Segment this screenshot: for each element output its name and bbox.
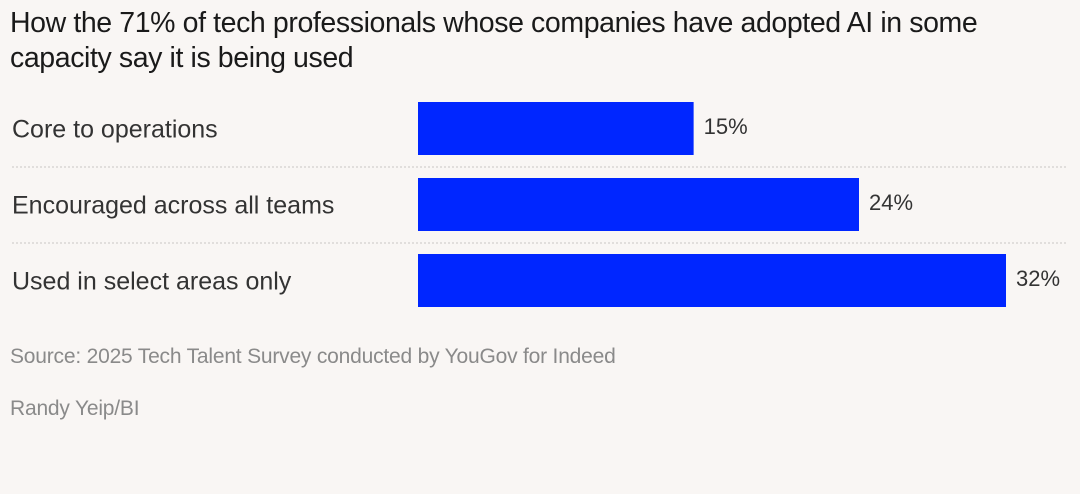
value-label: 15% <box>704 114 748 139</box>
category-label: Encouraged across all teams <box>12 192 334 220</box>
chart-title: How the 71% of tech professionals whose … <box>10 7 978 74</box>
bar <box>418 254 1006 307</box>
category-label: Core to operations <box>12 116 218 144</box>
value-label: 32% <box>1016 266 1060 291</box>
credit-note: Randy Yeip/BI <box>10 397 140 420</box>
bar <box>418 102 694 155</box>
bar <box>418 178 859 231</box>
value-label: 24% <box>869 190 913 215</box>
source-note: Source: 2025 Tech Talent Survey conducte… <box>10 345 616 368</box>
category-label: Used in select areas only <box>12 268 292 296</box>
bar-chart: Core to operations 15% Encouraged across a… <box>12 102 1068 307</box>
